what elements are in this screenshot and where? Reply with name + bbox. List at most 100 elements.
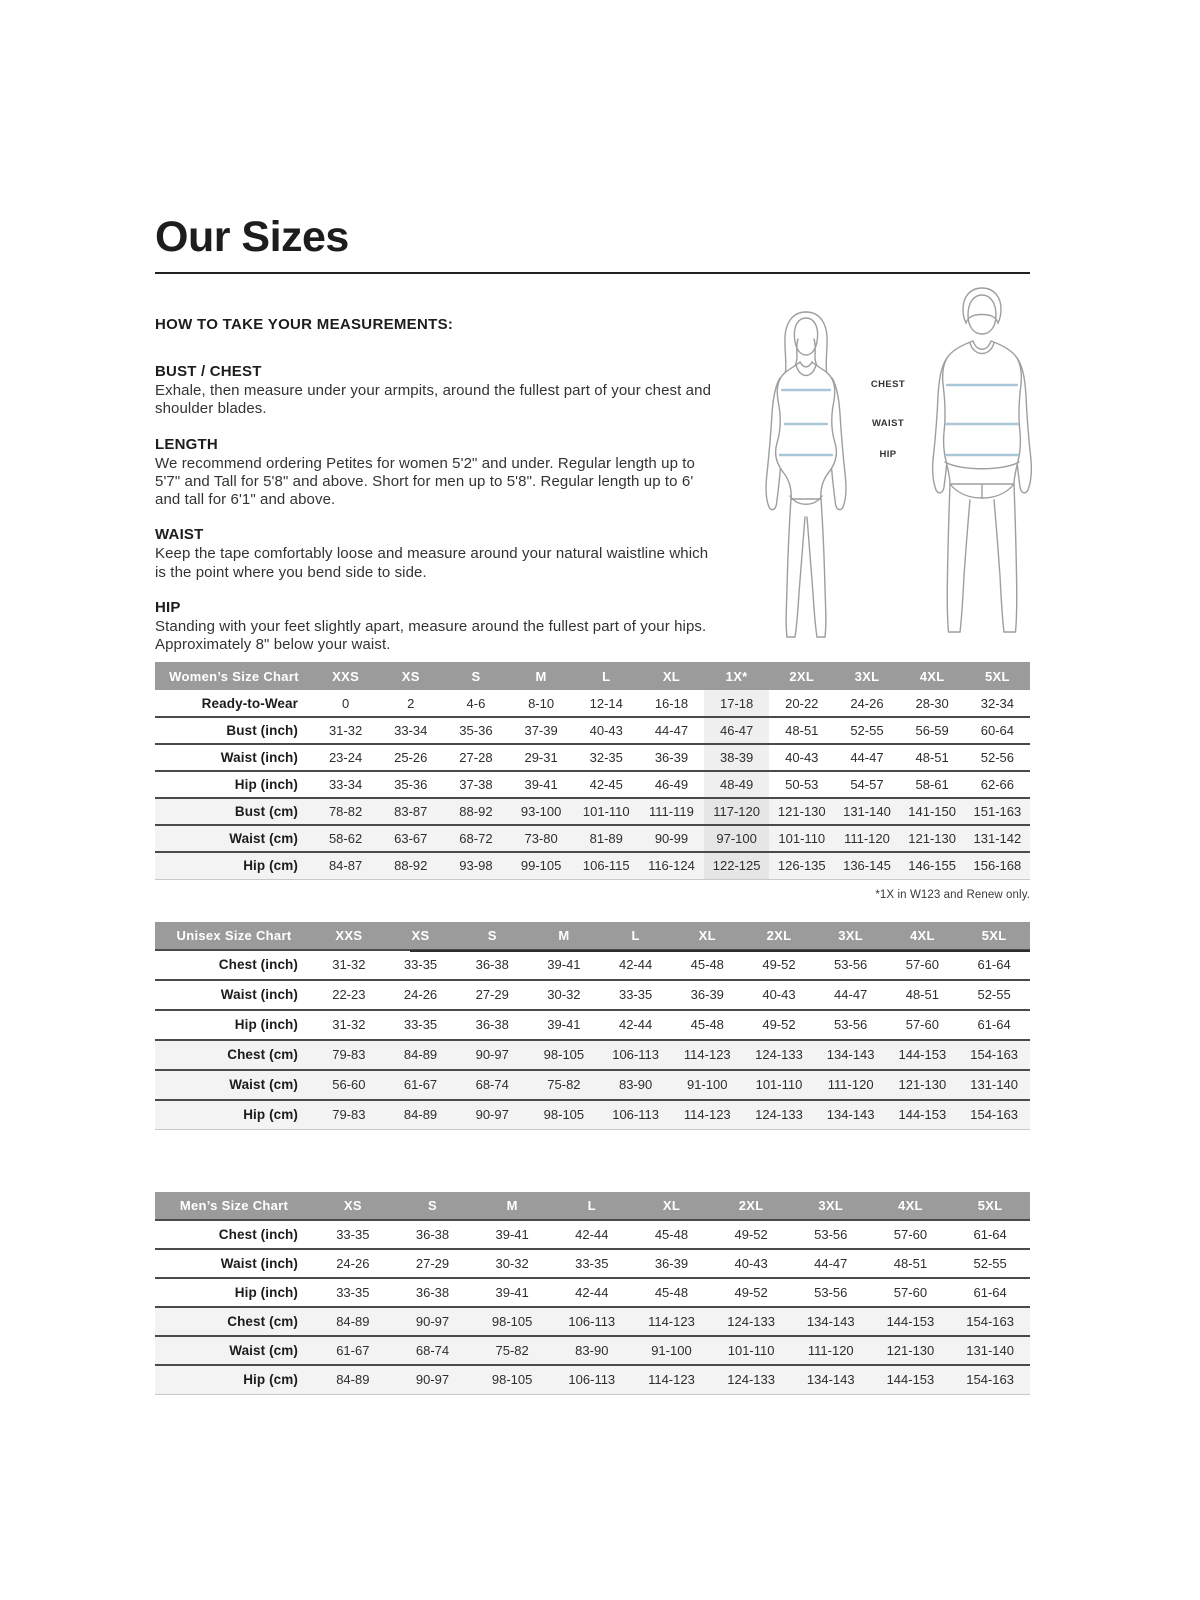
size-cell: 131-140 bbox=[834, 798, 900, 825]
size-cell: 81-89 bbox=[573, 825, 639, 852]
size-cell: 35-36 bbox=[459, 723, 493, 738]
size-cell: 106-115 bbox=[573, 852, 639, 879]
table-row: Bust (inch) 31-32 33-34 35-36 37-39 40-43 44-4… bbox=[155, 717, 1030, 744]
column-header-3xl: 3XL bbox=[814, 921, 887, 950]
figure-labels: CHEST WAIST HIP bbox=[856, 282, 920, 642]
size-cell: 30-32 bbox=[495, 1256, 529, 1271]
unisex-size-table-wrap: Unisex Size Chart XXS XS S M L XL 2XL 3XL 4XL 5XL C… bbox=[155, 921, 1030, 1130]
man-shorts-top bbox=[944, 461, 1020, 470]
size-cell: 45-48 bbox=[690, 1017, 724, 1032]
table-row: Chest (cm) 79-83 84-89 90-97 98-105 106-113 11… bbox=[155, 1039, 1030, 1070]
man-figure bbox=[931, 287, 1033, 633]
size-cell: 91-100 bbox=[671, 1069, 744, 1100]
size-cell: 57-60 bbox=[905, 957, 939, 972]
mens-size-table-wrap: Men’s Size Chart XS S M L XL 2XL 3XL 4XL 5XL Chest… bbox=[155, 1192, 1030, 1395]
size-cell: 98-105 bbox=[528, 1099, 600, 1130]
size-cell: 154-163 bbox=[950, 1307, 1030, 1336]
size-cell: 49-52 bbox=[762, 957, 796, 972]
size-guide-page: Our Sizes HOW TO TAKE YOUR MEASUREMENTS:… bbox=[155, 216, 1033, 1395]
section-heading: BUST / CHEST bbox=[155, 363, 262, 380]
row-label: Chest (inch) bbox=[218, 957, 298, 972]
size-cell: 36-38 bbox=[475, 957, 509, 972]
size-cell: 48-51 bbox=[905, 987, 939, 1002]
row-label: Hip (inch) bbox=[234, 777, 298, 792]
size-cell: 99-105 bbox=[508, 852, 574, 879]
size-cell: 90-97 bbox=[392, 1307, 473, 1336]
size-cell: 45-48 bbox=[654, 1227, 689, 1242]
size-cell: 114-123 bbox=[671, 1039, 744, 1070]
size-cell: 61-64 bbox=[973, 1227, 1007, 1242]
table-row: Hip (cm) 84-89 90-97 98-105 106-113 114-123 12… bbox=[155, 1365, 1030, 1394]
size-cell: 52-55 bbox=[850, 723, 884, 738]
table-header: Women’s Size Chart XXS XS S M L XL 1X* 2XL 3XL 4XL… bbox=[155, 662, 1030, 690]
size-cell: 49-52 bbox=[734, 1285, 768, 1300]
size-cell: 57-60 bbox=[905, 1017, 939, 1032]
column-header-xxs: XXS bbox=[313, 662, 379, 690]
size-cell: 61-67 bbox=[384, 1069, 457, 1100]
table-row: Waist (inch) 24-26 27-29 30-32 33-35 36-39 40-… bbox=[155, 1249, 1030, 1278]
size-cell: 154-163 bbox=[950, 1365, 1030, 1394]
table-row: Waist (cm) 56-60 61-67 68-74 75-82 83-90 91-10… bbox=[155, 1069, 1030, 1100]
measurement-instructions-section: HOW TO TAKE YOUR MEASUREMENTS: BUST / CH… bbox=[155, 274, 1033, 662]
table-row: Hip (cm) 79-83 84-89 90-97 98-105 106-113 114-… bbox=[155, 1099, 1030, 1130]
size-cell: 12-14 bbox=[589, 695, 623, 711]
womens-size-table: Women’s Size Chart XXS XS S M L XL 1X* 2XL 3XL 4XL… bbox=[155, 662, 1030, 880]
row-label: Waist (cm) bbox=[155, 1069, 313, 1100]
measurement-section-waist: WAIST Keep the tape comfortably loose an… bbox=[155, 526, 717, 582]
measurement-section-length: LENGTH We recommend ordering Petites for… bbox=[155, 436, 717, 510]
size-cell: 31-32 bbox=[332, 1017, 366, 1032]
size-cell: 24-26 bbox=[403, 987, 438, 1002]
size-cell: 31-32 bbox=[328, 723, 363, 738]
size-cell: 144-153 bbox=[886, 1099, 959, 1130]
size-cell: 42-44 bbox=[618, 1017, 653, 1032]
woman-torso bbox=[774, 360, 838, 500]
header-row: Men’s Size Chart XS S M L XL 2XL 3XL 4XL 5XL bbox=[155, 1192, 1030, 1220]
column-header-5xl: 5XL bbox=[964, 662, 1030, 690]
size-cell: 38-39 bbox=[704, 744, 770, 771]
woman-face bbox=[793, 317, 819, 356]
size-cell: 33-34 bbox=[328, 777, 363, 792]
row-label: Hip (cm) bbox=[155, 1365, 313, 1394]
size-cell: 111-120 bbox=[834, 825, 900, 852]
size-cell: 68-72 bbox=[443, 825, 509, 852]
size-cell: 111-120 bbox=[814, 1069, 887, 1100]
size-cell: 101-110 bbox=[769, 825, 835, 852]
size-cell: 46-49 bbox=[654, 777, 689, 792]
size-cell: 52-55 bbox=[977, 987, 1011, 1002]
size-cell: 73-80 bbox=[508, 825, 574, 852]
column-header-l: L bbox=[573, 662, 639, 690]
size-cell: 154-163 bbox=[958, 1039, 1030, 1070]
size-cell: 84-87 bbox=[313, 852, 379, 879]
table-row: Chest (inch) 33-35 36-38 39-41 42-44 45-48 49-… bbox=[155, 1220, 1030, 1249]
size-cell: 33-35 bbox=[336, 1227, 370, 1242]
size-cell: 68-74 bbox=[392, 1336, 473, 1365]
size-cell: 97-100 bbox=[704, 825, 770, 852]
size-cell: 40-43 bbox=[785, 750, 819, 765]
size-cell: 32-34 bbox=[980, 695, 1014, 711]
size-cell: 88-92 bbox=[378, 852, 444, 879]
woman-briefs bbox=[789, 495, 823, 505]
size-cell: 39-41 bbox=[547, 1017, 581, 1032]
size-cell: 27-29 bbox=[475, 987, 509, 1002]
size-cell: 84-89 bbox=[313, 1365, 393, 1394]
size-cell: 84-89 bbox=[384, 1039, 457, 1070]
size-cell: 30-32 bbox=[547, 987, 581, 1002]
size-cell: 61-64 bbox=[977, 1017, 1011, 1032]
size-cell: 37-38 bbox=[459, 777, 493, 792]
size-cell: 83-90 bbox=[551, 1336, 632, 1365]
size-cell: 101-110 bbox=[573, 798, 639, 825]
size-cell: 40-43 bbox=[734, 1256, 768, 1271]
size-cell: 49-52 bbox=[734, 1227, 768, 1242]
column-header-2xl: 2XL bbox=[769, 662, 835, 690]
size-cell: 106-113 bbox=[551, 1365, 632, 1394]
size-cell: 141-150 bbox=[899, 798, 965, 825]
size-cell: 134-143 bbox=[814, 1039, 887, 1070]
table-body: Chest (inch) 31-32 33-35 36-38 39-41 42-44 45-… bbox=[155, 949, 1030, 1130]
table-row: Chest (inch) 31-32 33-35 36-38 39-41 42-44 45-… bbox=[155, 949, 1030, 980]
size-cell: 24-26 bbox=[336, 1256, 370, 1271]
column-header-xs: XS bbox=[378, 662, 444, 690]
size-cell: 90-97 bbox=[456, 1099, 529, 1130]
size-cell: 24-26 bbox=[850, 695, 884, 711]
column-header-xs: XS bbox=[384, 921, 457, 950]
size-cell: 111-120 bbox=[790, 1336, 871, 1365]
